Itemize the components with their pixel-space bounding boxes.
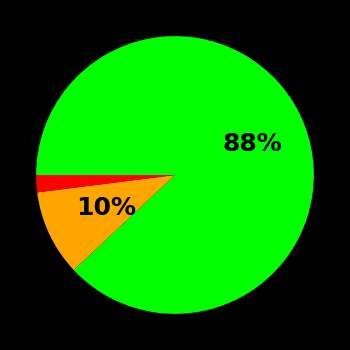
Wedge shape <box>36 175 175 192</box>
Wedge shape <box>37 175 175 270</box>
Wedge shape <box>36 36 314 314</box>
Text: 88%: 88% <box>223 132 282 156</box>
Text: 10%: 10% <box>76 196 136 219</box>
